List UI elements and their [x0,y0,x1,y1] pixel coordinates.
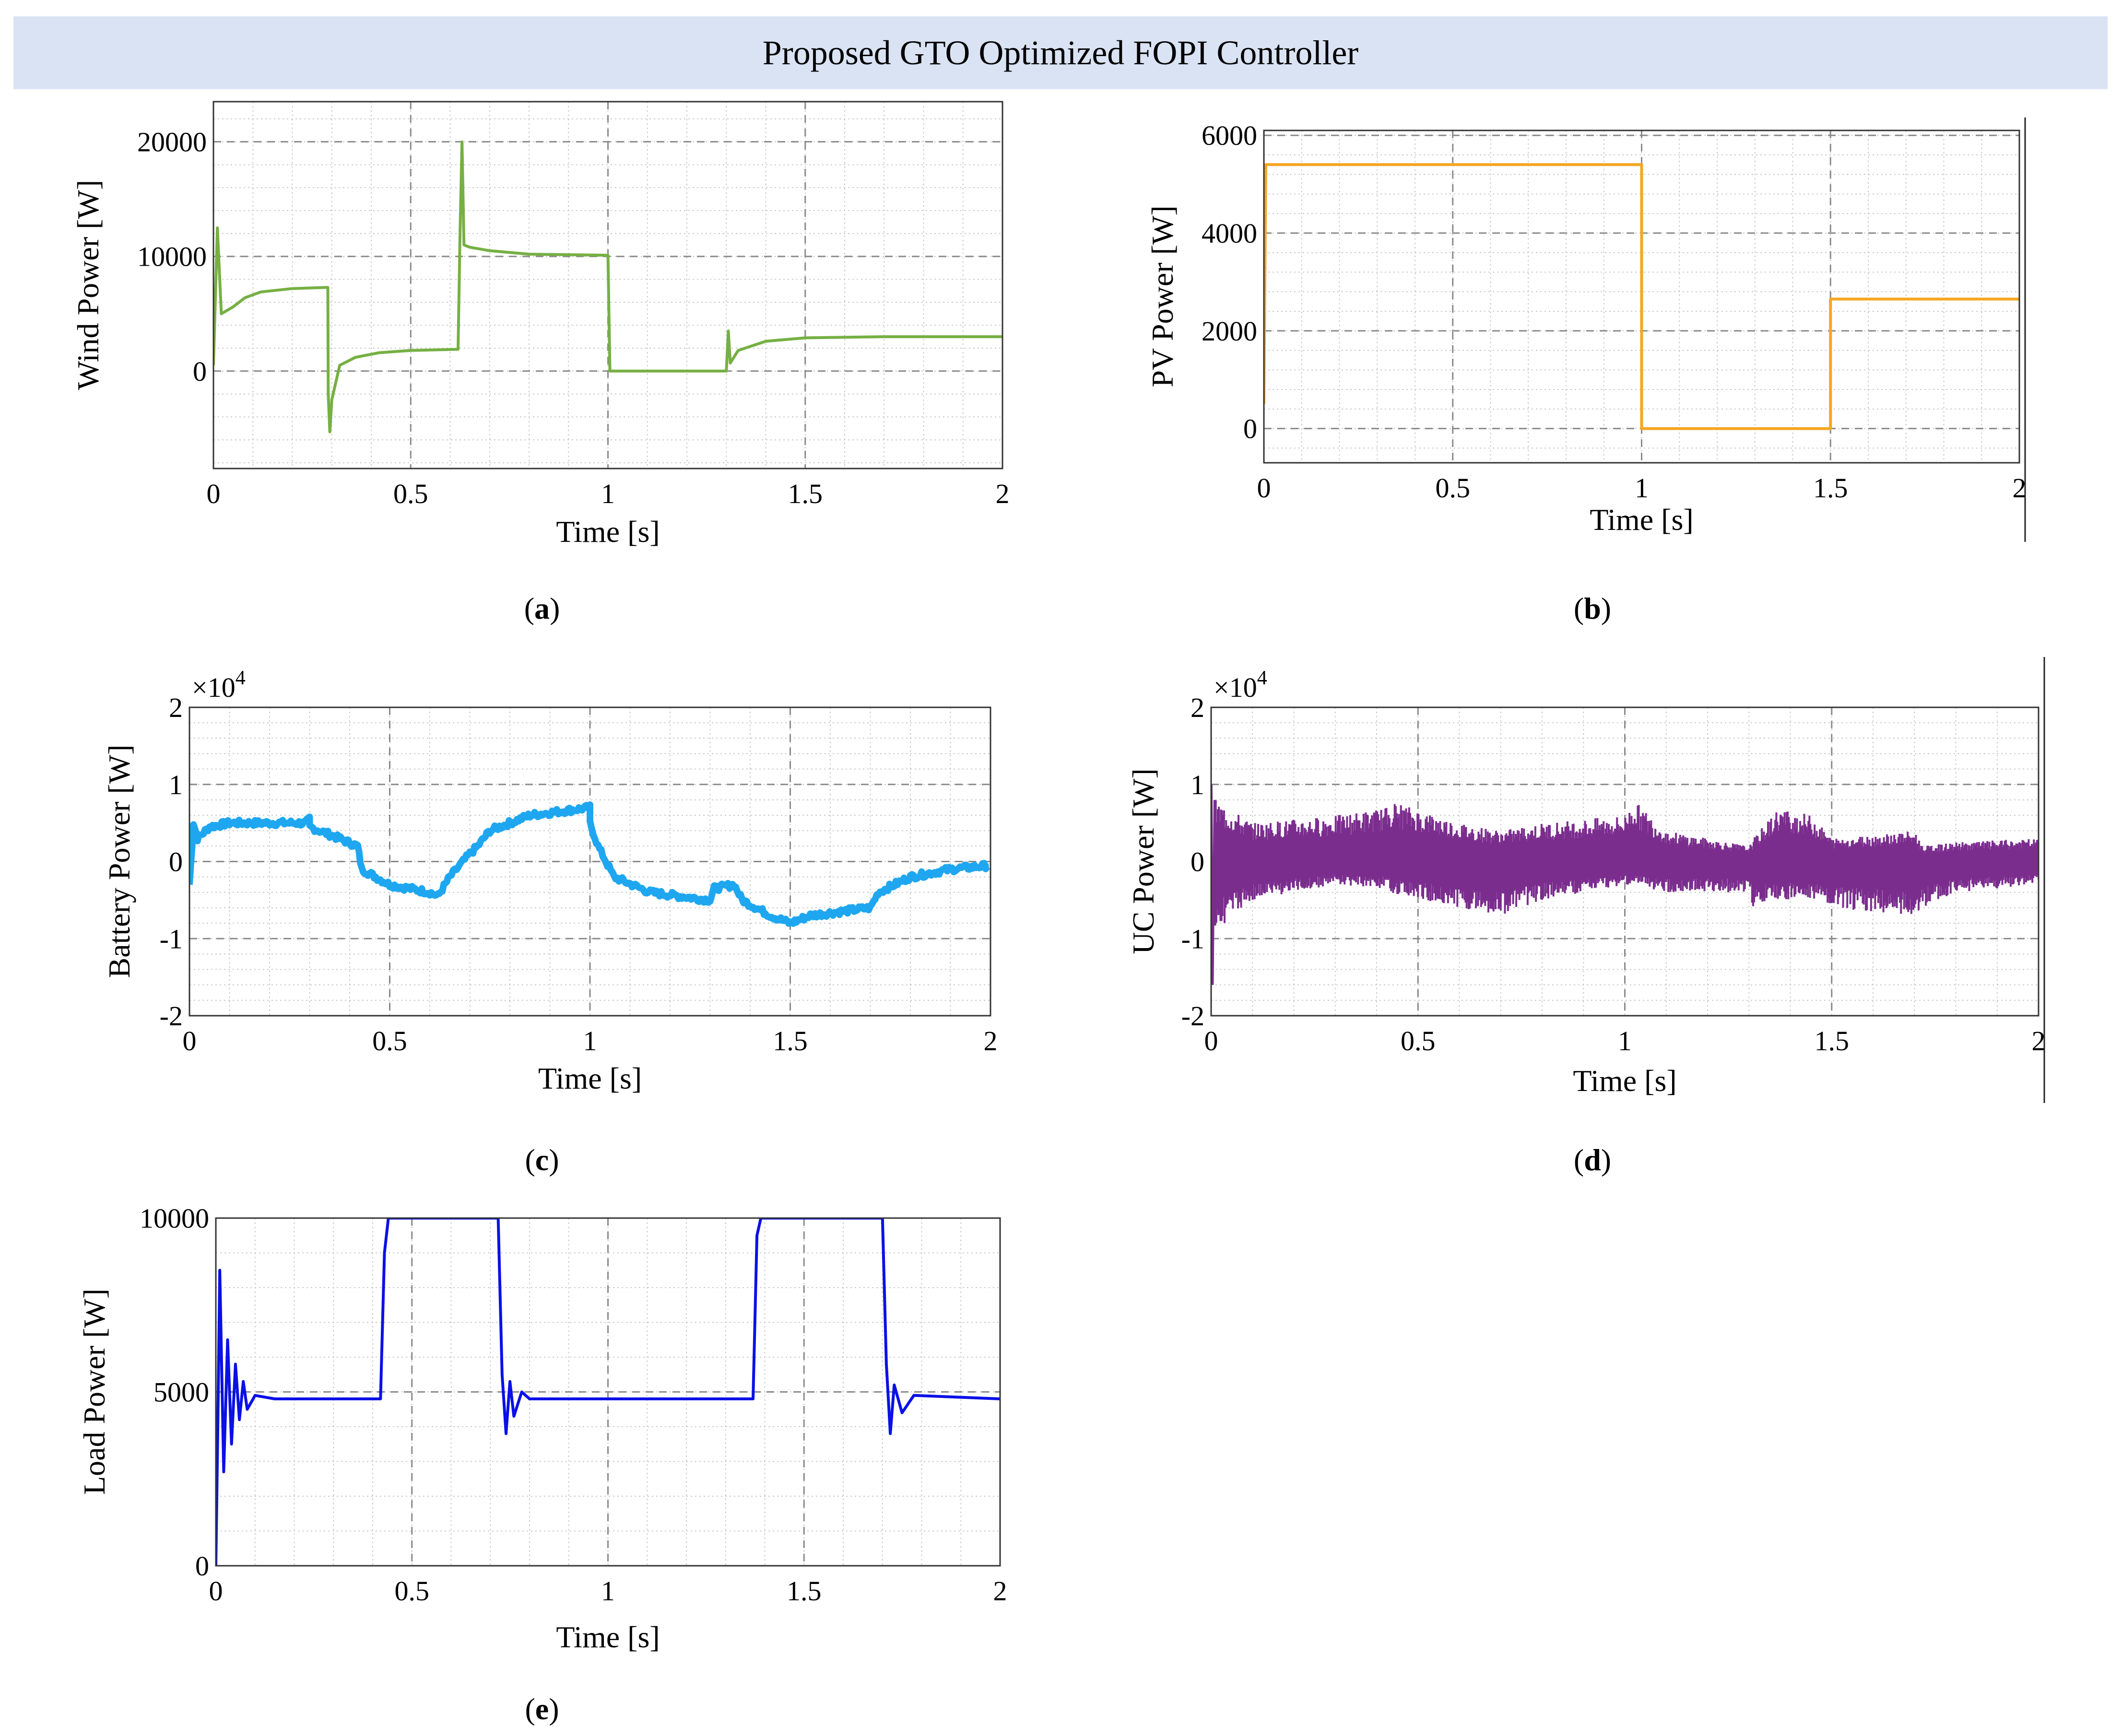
x-tick-label: 2 [2032,1025,2046,1056]
y-tick-label: 10000 [140,1203,209,1234]
axes-box-e [215,1217,1001,1567]
y-tick-label: 5000 [153,1377,209,1408]
y-tick-label: -1 [160,923,183,954]
x-tick-label: 1.5 [1813,472,1848,504]
y-tick-label: -1 [1181,923,1204,954]
plot-area-b [1264,163,2019,430]
x-tick-label: 1 [601,1575,615,1607]
series-line-e [216,1218,1000,1566]
panel-caption: (b) [1574,591,1611,625]
axes-box-a [212,101,1003,469]
y-tick-label: 0 [169,846,183,878]
y-tick-label: 0 [1191,846,1204,878]
series-line-c [189,801,990,927]
y-tick-label: 0 [1243,413,1257,445]
y-tick-label: -2 [1181,1000,1204,1032]
axes-box-b [1263,129,2020,464]
exponent-label: ×104 [1214,667,1267,703]
x-tick-label: 2 [993,1575,1007,1607]
y-tick-label: 1 [169,769,183,800]
x-tick-label: 2 [2013,472,2027,504]
x-tick-label: 0 [1204,1025,1218,1056]
chart-b: 0 0.5 1 1.5 2 0 2000 4000 6000 Time [s] PV Power [… [1145,120,2027,625]
chart-d: 0 0.5 1 1.5 2 -2 -1 0 1 2 ×104 Time [s] UC Power [W]… [1126,667,2046,1177]
panel-caption: (a) [524,591,560,625]
chart-a: 0 0.5 1 1.5 2 0 10000 20000 Time [s] Wind Power [… [71,101,1010,625]
x-tick-label: 1.5 [773,1025,808,1056]
x-tick-label: 1 [1618,1025,1632,1056]
series-band-d [1211,784,2039,985]
x-tick-label: 1 [583,1025,597,1056]
y-tick-label: 1 [1191,769,1204,800]
plot-area-c [189,801,990,927]
y-tick-label: 0 [195,1550,209,1582]
y-tick-label: 4000 [1202,218,1257,249]
panel-caption: (c) [525,1143,559,1177]
x-tick-label: 2 [996,478,1010,509]
figure-banner: Proposed GTO Optimized FOPI Controller [13,16,2108,89]
banner-title: Proposed GTO Optimized FOPI Controller [762,33,1359,72]
y-tick-label: 20000 [137,127,207,158]
y-axis-label: Battery Power [W] [102,745,136,978]
plot-area-a [213,140,1002,434]
x-tick-label: 0.5 [393,478,428,509]
x-tick-label: 1.5 [1815,1025,1850,1056]
y-tick-label: 10000 [137,241,207,272]
x-axis-label: Time [s] [1590,503,1693,537]
panel-caption: (e) [525,1692,559,1726]
exponent-label: ×104 [192,667,246,703]
y-tick-label: 2 [169,692,183,723]
x-axis-label: Time [s] [1573,1064,1676,1098]
x-tick-label: 0.5 [372,1025,407,1056]
x-axis-label: Time [s] [556,515,660,549]
x-tick-label: 0 [207,478,221,509]
x-tick-label: 0 [183,1025,197,1056]
y-axis-label: Load Power [W] [77,1289,111,1495]
chart-c: 0 0.5 1 1.5 2 -2 -1 0 1 2 ×104 Time [s] Battery Powe… [102,667,998,1177]
x-tick-label: 0.5 [395,1575,430,1607]
y-tick-label: 0 [193,356,207,387]
x-axis-label: Time [s] [538,1061,642,1095]
y-tick-label: 2 [1191,692,1204,723]
x-tick-label: 1.5 [788,478,823,509]
x-tick-label: 0 [1257,472,1271,504]
y-axis-label: Wind Power [W] [71,180,105,390]
series-line-b [1264,163,2019,430]
x-axis-label: Time [s] [556,1620,660,1654]
y-axis-label: UC Power [W] [1126,768,1160,954]
panel-caption: (d) [1574,1143,1611,1177]
x-tick-label: 0.5 [1401,1025,1436,1056]
chart-e: 0 0.5 1 1.5 2 0 5000 10000 Time [s] Load Power [W… [77,1203,1007,1726]
y-tick-label: -2 [160,1000,183,1032]
plot-area-d [1211,784,2039,985]
x-tick-label: 1 [601,478,615,509]
x-tick-label: 1 [1635,472,1649,504]
axes-box-c [189,706,991,1017]
y-tick-label: 2000 [1202,316,1257,347]
x-tick-label: 2 [984,1025,998,1056]
y-tick-label: 6000 [1202,120,1257,151]
series-line-a [213,140,1002,434]
axes-box-d [1210,706,2039,1017]
y-axis-label: PV Power [W] [1145,205,1179,387]
x-tick-label: 0.5 [1436,472,1471,504]
x-tick-label: 1.5 [787,1575,822,1607]
x-tick-label: 0 [209,1575,223,1607]
plot-area-e [216,1218,1000,1566]
